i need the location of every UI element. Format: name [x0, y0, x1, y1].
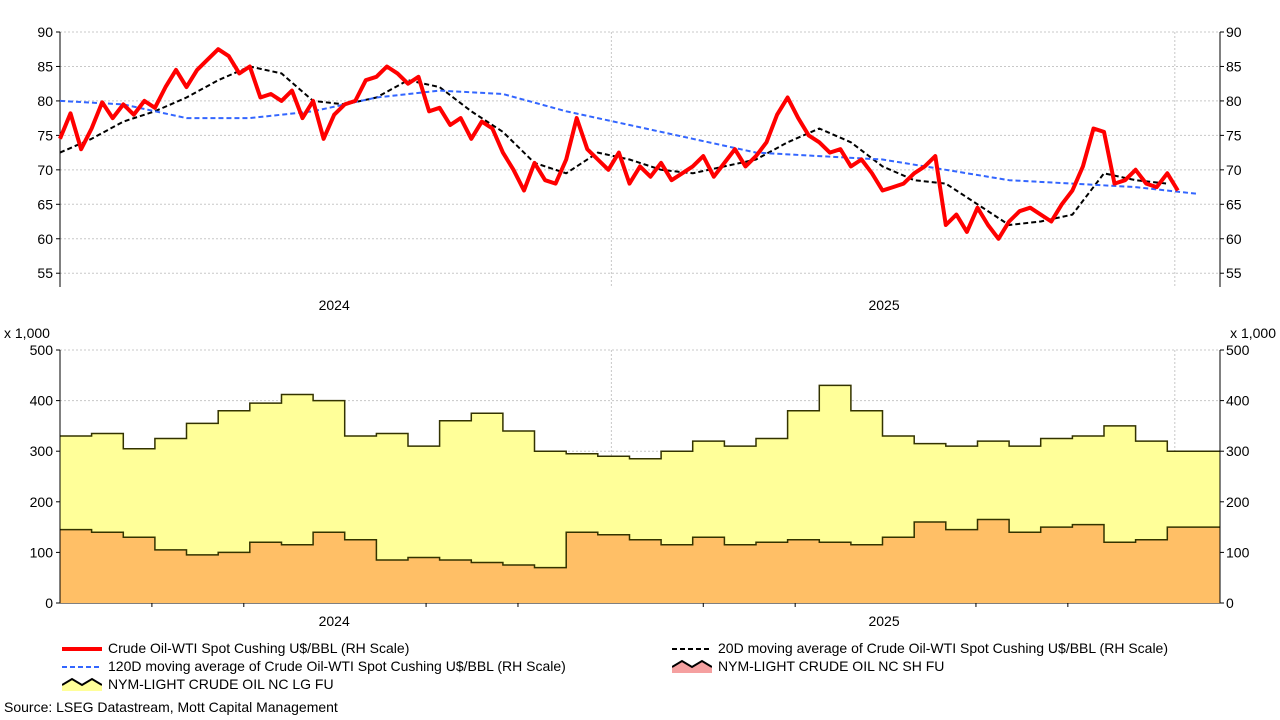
y-tick-label-left: 75 [37, 127, 53, 143]
legend-label: NYM-LIGHT CRUDE OIL NC SH FU [718, 658, 945, 674]
wti-spot-line [58, 47, 1180, 241]
x-tick-label: 2025 [868, 297, 899, 313]
y-tick-label-right: 0 [1226, 595, 1234, 611]
legend-item-short-futures: NYM-LIGHT CRUDE OIL NC SH FU [671, 658, 945, 676]
blue-dashed-line-swatch-icon [62, 659, 102, 675]
legend-item-120d-ma: 120D moving average of Crude Oil-WTI Spo… [62, 658, 566, 675]
y-tick-label-right: 90 [1226, 24, 1242, 40]
y-tick-label-right: 300 [1226, 443, 1250, 459]
legend-label: Crude Oil-WTI Spot Cushing U$/BBL (RH Sc… [108, 640, 410, 656]
y-tick-label-right: 100 [1226, 544, 1250, 560]
orange-area-swatch-icon [671, 659, 713, 676]
legend-label: 20D moving average of Crude Oil-WTI Spot… [718, 640, 1168, 656]
legend-item-20d-ma: 20D moving average of Crude Oil-WTI Spot… [672, 640, 1168, 657]
legend-label: NYM-LIGHT CRUDE OIL NC LG FU [108, 676, 334, 692]
y-tick-label-right: 200 [1226, 494, 1250, 510]
y-tick-label-left: 65 [37, 196, 53, 212]
red-line-swatch-icon [62, 641, 102, 657]
y-tick-label-right: 65 [1226, 196, 1242, 212]
black-dashed-line-swatch-icon [672, 641, 712, 657]
short-futures-line [60, 518, 1220, 569]
legend-item-wti: Crude Oil-WTI Spot Cushing U$/BBL (RH Sc… [62, 640, 409, 657]
x-tick-label: 2024 [319, 297, 350, 313]
y-tick-label-left: 300 [30, 443, 54, 459]
x-tick-label: 2025 [868, 613, 899, 629]
y-tick-label-right: 60 [1226, 231, 1242, 247]
y-tick-label-left: 0 [45, 595, 53, 611]
y-tick-label-left: 200 [30, 494, 54, 510]
x-tick-label: 2024 [319, 613, 350, 629]
y-tick-label-right: 500 [1226, 342, 1250, 358]
chart-canvas: 55 55 60 60 65 65 70 70 75 75 80 80 85 85 90 90 2024 2025… [4, 24, 1276, 629]
long-futures-line [60, 384, 1220, 460]
ma120-line [59, 89, 1200, 195]
y-unit-label-right: x 1,000 [1230, 325, 1276, 341]
y-tick-label-right: 85 [1226, 58, 1242, 74]
y-tick-label-right: 70 [1226, 162, 1242, 178]
y-unit-label-left: x 1,000 [4, 325, 50, 341]
y-tick-label-left: 85 [37, 58, 53, 74]
legend-label: 120D moving average of Crude Oil-WTI Spo… [108, 658, 566, 674]
y-tick-label-left: 400 [30, 393, 54, 409]
y-tick-label-left: 500 [30, 342, 54, 358]
legend-item-long-futures: NYM-LIGHT CRUDE OIL NC LG FU [61, 676, 334, 694]
y-tick-label-left: 90 [37, 24, 53, 40]
y-tick-label-right: 75 [1226, 127, 1242, 143]
y-tick-label-left: 80 [37, 93, 53, 109]
y-tick-label-right: 80 [1226, 93, 1242, 109]
ma20-line [59, 65, 1168, 226]
y-tick-label-right: 400 [1226, 393, 1250, 409]
y-tick-label-left: 55 [37, 265, 53, 281]
yellow-area-swatch-icon [61, 677, 103, 694]
y-tick-label-left: 60 [37, 231, 53, 247]
source-note: Source: LSEG Datastream, Mott Capital Ma… [4, 699, 338, 715]
y-tick-label-left: 70 [37, 162, 53, 178]
y-tick-label-right: 55 [1226, 265, 1242, 281]
y-tick-label-left: 100 [30, 544, 54, 560]
